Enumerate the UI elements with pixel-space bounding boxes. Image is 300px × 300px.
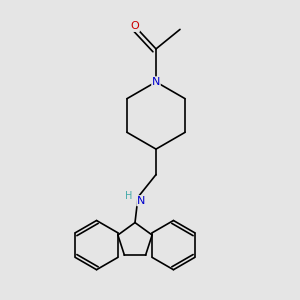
Text: N: N (152, 77, 160, 87)
Text: N: N (137, 196, 145, 206)
Text: H: H (125, 190, 133, 201)
Text: O: O (130, 21, 140, 32)
